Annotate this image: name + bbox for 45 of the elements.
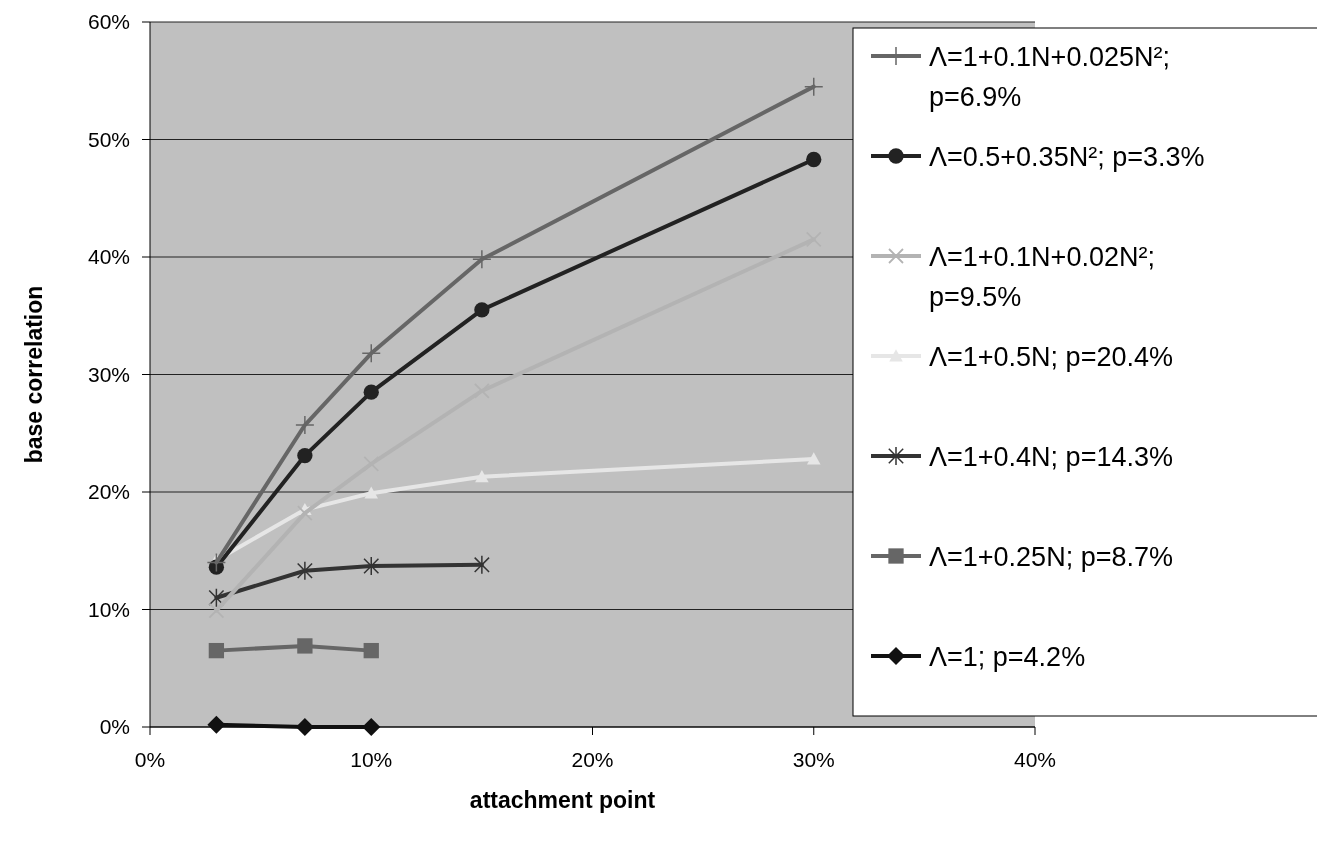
legend-label: Λ=1; p=4.2% — [929, 642, 1086, 672]
y-tick-label: 30% — [87, 362, 130, 386]
point — [807, 452, 821, 465]
point — [362, 718, 381, 736]
point — [472, 249, 492, 270]
point — [297, 638, 313, 654]
point — [364, 486, 378, 499]
point — [295, 718, 314, 736]
point — [361, 343, 381, 364]
point — [206, 552, 227, 573]
point — [473, 555, 490, 575]
point — [804, 76, 824, 97]
point — [297, 505, 313, 521]
y-tick-label: 10% — [87, 597, 130, 621]
point — [474, 302, 490, 318]
y-tick-label: 50% — [87, 127, 130, 151]
y-tick-label: 60% — [87, 10, 130, 33]
y-tick-label: 20% — [87, 480, 130, 503]
y-tick-label: 0% — [99, 715, 130, 738]
point — [363, 384, 379, 400]
point — [296, 560, 313, 581]
legend-label: Λ=1+0.1N+0.02N²; p=9.5% — [929, 242, 1155, 312]
point — [295, 415, 315, 435]
x-tick-label: 0% — [134, 748, 166, 771]
y-axis-title: base correlation — [21, 285, 47, 464]
x-tick-label: 10% — [350, 748, 393, 771]
legend-label: Λ=1+0.4N; p=14.3% — [929, 442, 1173, 472]
point — [806, 151, 822, 168]
point — [208, 603, 225, 619]
legend-label: Λ=0.5+0.35N²; p=3.3% — [929, 142, 1205, 172]
legend-label: Λ=1+0.5N; p=20.4% — [929, 342, 1173, 372]
x-tick-label: 30% — [792, 748, 835, 771]
point — [208, 642, 225, 659]
x-axis-title: attachment point — [469, 787, 656, 813]
x-tick-label: 40% — [1013, 748, 1057, 771]
legend-label: Λ=1+0.25N; p=8.7% — [929, 542, 1173, 572]
point — [363, 642, 379, 659]
point — [297, 447, 313, 464]
point — [207, 715, 226, 734]
point — [208, 588, 225, 608]
y-tick-label: 40% — [87, 245, 130, 268]
x-tick-label: 20% — [571, 748, 614, 771]
legend-label: Λ=1+0.1N+0.025N²; p=6.9% — [929, 42, 1170, 112]
point — [475, 469, 489, 483]
point — [363, 556, 380, 576]
